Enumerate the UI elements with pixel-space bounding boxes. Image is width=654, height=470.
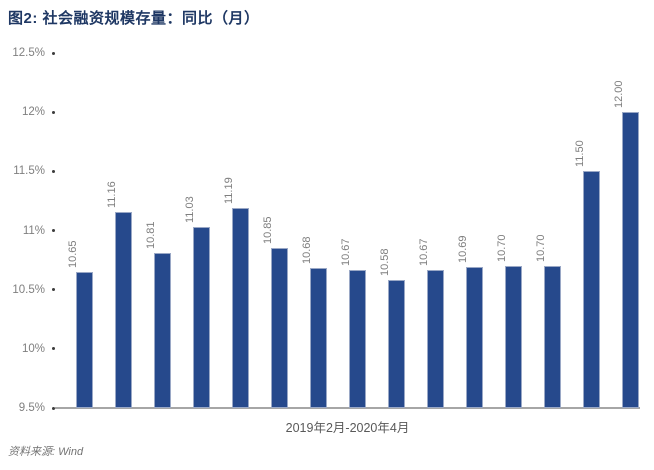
y-tick-dot	[52, 229, 55, 232]
bar	[115, 211, 132, 408]
bar-value-label: 10.85	[261, 216, 274, 245]
y-tick-dot	[52, 406, 55, 410]
y-tick-label: 10.5%	[12, 283, 45, 296]
bar-value-label: 10.70	[534, 234, 547, 262]
y-tick-label: 12.5%	[12, 47, 45, 59]
y-tick-label: 9.5%	[18, 402, 45, 414]
y-tick-dot	[52, 51, 55, 55]
bar	[427, 269, 444, 408]
x-axis-line	[55, 407, 640, 409]
y-tick-label: 11.5%	[13, 165, 45, 178]
bar	[271, 248, 288, 408]
bar	[544, 266, 561, 408]
source-note: 资料来源: Wind	[8, 446, 84, 458]
bar-value-label: 10.69	[456, 235, 469, 264]
bar	[583, 171, 600, 408]
chart-title: 图2: 社会融资规模存量：同比（月）	[8, 10, 260, 27]
bar-value-label: 11.16	[105, 180, 118, 208]
bar	[310, 268, 327, 408]
bar	[232, 208, 249, 408]
bar-value-label: 10.68	[300, 236, 313, 265]
bar	[76, 271, 93, 408]
bar-value-label: 10.65	[66, 240, 79, 268]
bar	[622, 112, 639, 408]
bar-value-label: 12.00	[612, 80, 625, 109]
bar-value-label: 11.03	[183, 196, 196, 223]
bar-value-label: 10.67	[417, 238, 430, 266]
y-tick-dot	[52, 110, 55, 114]
bar-value-label: 10.67	[339, 238, 352, 266]
bar	[505, 266, 522, 408]
bar-value-label: 10.58	[378, 248, 391, 277]
y-tick-dot	[52, 288, 55, 292]
x-axis-label: 2019年2月-2020年4月	[285, 421, 410, 435]
bar-value-label: 10.81	[144, 221, 157, 249]
bar-value-label: 11.19	[222, 177, 235, 205]
y-tick-label: 10%	[21, 342, 45, 355]
y-tick-label: 12%	[21, 106, 45, 119]
bar	[193, 226, 210, 408]
bar-value-label: 10.70	[495, 234, 508, 262]
bar	[349, 269, 366, 408]
y-tick-label: 11%	[22, 224, 45, 237]
bar	[154, 252, 171, 408]
y-tick-dot	[52, 169, 55, 173]
y-tick-dot	[52, 347, 55, 351]
bar	[388, 280, 405, 408]
bar	[466, 267, 483, 408]
bar-value-label: 11.50	[573, 140, 586, 168]
